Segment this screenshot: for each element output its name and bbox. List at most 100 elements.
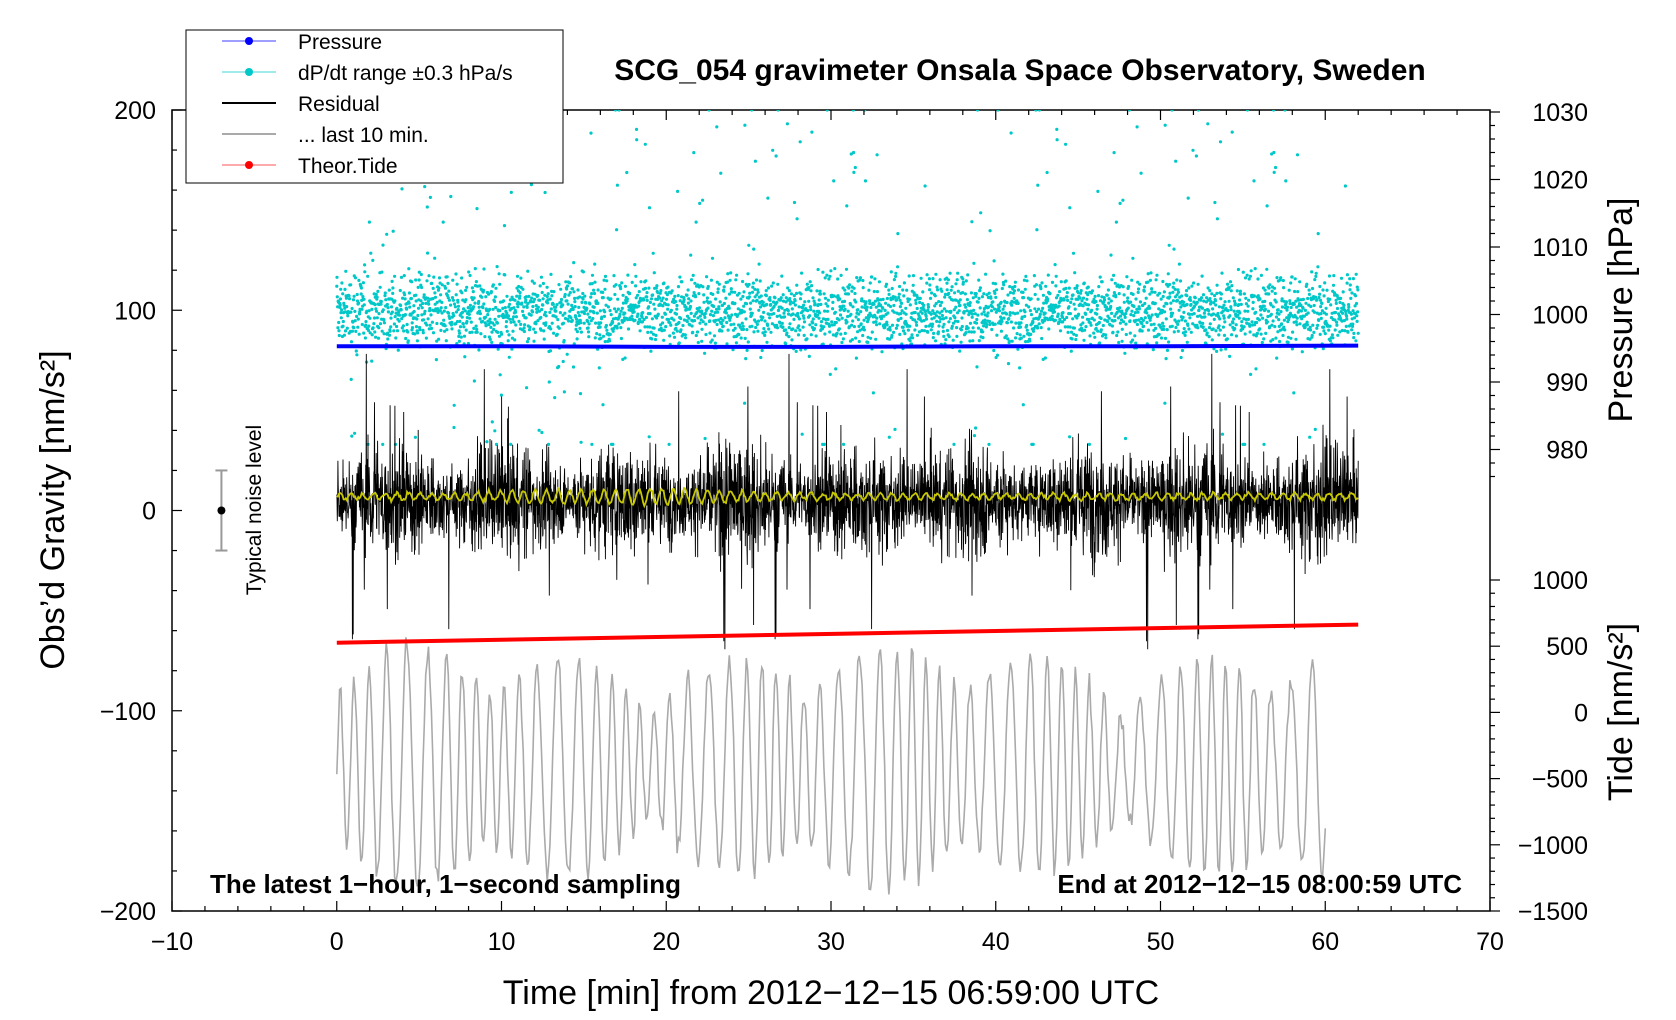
dpdt-point	[528, 325, 532, 329]
dpdt-point	[944, 309, 949, 313]
dpdt-point	[1065, 291, 1069, 295]
dpdt-point	[1153, 301, 1157, 305]
dpdt-point	[721, 318, 725, 322]
dpdt-point	[361, 281, 365, 285]
dpdt-point	[825, 273, 829, 277]
dpdt-point	[431, 297, 435, 301]
dpdt-point	[1316, 323, 1320, 327]
dpdt-point	[955, 326, 959, 330]
legend-label-last10: ... last 10 min.	[298, 124, 429, 147]
dpdt-point	[859, 310, 863, 314]
dpdt-point	[570, 318, 574, 323]
dpdt-point	[1240, 320, 1244, 324]
dpdt-point	[1116, 316, 1120, 320]
dpdt-point	[670, 289, 674, 293]
dpdt-point	[792, 200, 797, 205]
dpdt-point	[424, 301, 428, 305]
dpdt-point	[971, 326, 975, 330]
dpdt-point	[811, 321, 815, 325]
dpdt-point	[1264, 331, 1268, 335]
dpdt-point	[583, 294, 587, 298]
dpdt-point	[335, 275, 339, 279]
dpdt-point	[643, 325, 647, 329]
dpdt-point	[537, 309, 542, 313]
dpdt-point	[1184, 330, 1188, 334]
dpdt-point	[666, 303, 670, 307]
dpdt-point	[922, 303, 926, 307]
dpdt-point	[666, 307, 670, 311]
dpdt-point	[1246, 304, 1250, 308]
dpdt-point	[930, 322, 935, 326]
dpdt-point	[1170, 324, 1174, 328]
dpdt-point	[1182, 300, 1186, 304]
dpdt-point	[917, 330, 922, 334]
dpdt-point	[1141, 318, 1145, 322]
dpdt-point	[692, 314, 697, 318]
tide-tick-label: −500	[1532, 766, 1588, 794]
dpdt-point	[390, 279, 394, 283]
dpdt-point	[1016, 347, 1020, 351]
dpdt-point	[680, 280, 684, 284]
dpdt-point	[1162, 327, 1166, 331]
dpdt-point	[1058, 317, 1062, 321]
dpdt-point	[1178, 279, 1183, 283]
dpdt-point	[1066, 330, 1070, 334]
dpdt-point	[932, 331, 936, 335]
dpdt-point	[1022, 334, 1026, 338]
pressure-tick-label: 1010	[1532, 234, 1588, 262]
dpdt-point	[908, 324, 912, 328]
dpdt-point	[1025, 279, 1029, 283]
dpdt-point	[798, 328, 802, 332]
dpdt-point	[989, 309, 994, 313]
dpdt-point	[1050, 314, 1054, 318]
dpdt-point	[1223, 300, 1227, 304]
dpdt-point	[1153, 290, 1157, 294]
dpdt-point	[888, 328, 892, 332]
dpdt-point	[1146, 272, 1150, 276]
dpdt-point	[769, 330, 773, 334]
dpdt-point	[940, 300, 944, 304]
dpdt-point	[729, 287, 733, 291]
dpdt-point	[1217, 305, 1221, 309]
dpdt-point	[994, 310, 998, 314]
dpdt-point	[1356, 288, 1360, 292]
dpdt-point	[405, 307, 409, 311]
dpdt-point	[926, 303, 930, 307]
dpdt-point	[1247, 277, 1251, 281]
dpdt-point	[662, 328, 666, 332]
dpdt-point	[1122, 293, 1126, 297]
dpdt-point	[831, 307, 835, 311]
dpdt-point	[353, 319, 357, 323]
dpdt-point	[1321, 347, 1325, 351]
dpdt-point	[1097, 320, 1101, 325]
dpdt-point	[666, 285, 670, 289]
dpdt-point	[478, 284, 482, 288]
dpdt-point	[835, 331, 839, 335]
dpdt-point	[465, 285, 469, 289]
dpdt-point	[736, 313, 740, 317]
dpdt-point	[525, 386, 529, 390]
dpdt-point	[873, 299, 878, 303]
dpdt-point	[621, 293, 625, 297]
dpdt-point	[1041, 306, 1045, 310]
dpdt-point	[1281, 333, 1285, 338]
dpdt-point	[691, 330, 695, 334]
dpdt-point	[686, 288, 690, 292]
dpdt-point	[1162, 304, 1166, 308]
dpdt-point	[589, 131, 593, 135]
dpdt-point	[783, 328, 788, 332]
dpdt-point	[953, 319, 958, 323]
dpdt-point	[1068, 312, 1072, 316]
dpdt-point	[851, 319, 855, 323]
dpdt-point	[1219, 348, 1223, 352]
dpdt-point	[471, 290, 475, 294]
dpdt-point	[555, 332, 559, 336]
dpdt-point	[1295, 305, 1299, 309]
dpdt-point	[1018, 325, 1023, 329]
dpdt-point	[1196, 314, 1200, 318]
dpdt-point	[857, 339, 861, 344]
dpdt-point	[1176, 322, 1180, 326]
dpdt-point	[792, 294, 796, 298]
dpdt-point	[1060, 315, 1065, 319]
dpdt-point	[1131, 292, 1135, 296]
